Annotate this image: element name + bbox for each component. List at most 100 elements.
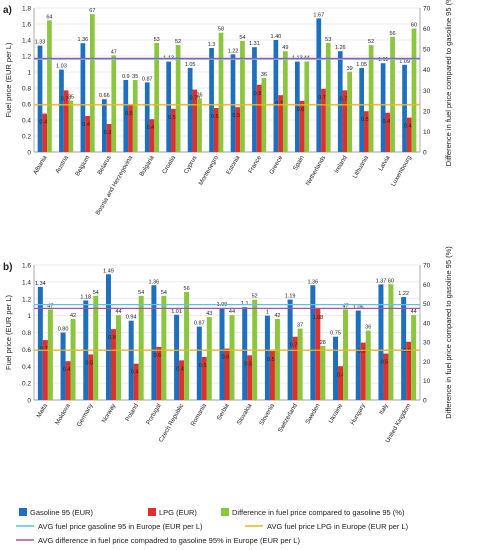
data-label-gasoline: 1.22 [228,48,239,54]
bar-gasoline [105,274,111,400]
data-label-diff: 60 [411,23,417,29]
bar-lpg [299,100,305,152]
data-label-gasoline: 1.34 [35,281,46,287]
data-label-lpg: 0.58 [267,357,278,363]
y2-tick-label: 40 [423,320,431,327]
data-label-diff: 56 [389,31,395,37]
legend-label-avg-gasoline: AVG fuel price gasoline 95 in Europe (EU… [38,522,203,531]
data-label-gasoline: 1.37 [376,278,387,284]
x-tick-label: Netherlands [304,155,327,187]
data-label-gasoline: 1.18 [80,294,91,300]
bar-diff [111,55,117,152]
data-label-diff: 28 [320,340,326,346]
bar-lpg [315,308,321,400]
x-tick-label: Croatia [161,154,177,175]
data-label-diff: 44 [229,309,235,315]
bar-gasoline [355,310,361,400]
legend-swatch-gasoline [19,508,27,516]
data-label-diff: 26 [196,93,202,99]
y-tick-label: 1.6 [22,22,31,29]
data-label-diff: 54 [93,290,99,296]
bar-diff [89,14,95,152]
data-label-diff: 47 [342,303,348,309]
y-tick-label: 1.2 [22,296,31,303]
data-label-lpg: 0.54 [168,115,179,121]
x-tick-label: Romania [190,402,209,427]
bar-diff [68,100,74,152]
bar-diff [229,315,235,400]
data-label-lpg: 0.54 [85,360,96,366]
data-label-lpg: 0.46 [63,367,74,373]
data-label-diff: 43 [206,311,212,317]
bar-lpg [235,107,241,152]
bar-lpg [128,104,133,152]
x-tick-label: Hungary [349,402,367,427]
data-label-diff: 54 [138,290,144,296]
bar-diff [115,315,121,400]
x-tick-label: Cyprus [183,155,199,175]
data-label-diff: 49 [282,45,288,51]
bar-lpg [171,108,176,152]
data-label-lpg: 0.84 [254,91,265,97]
bar-lpg [364,111,369,152]
y-tick-label: 1 [27,313,31,320]
data-label-gasoline: 0.87 [194,321,205,327]
bar-lpg [133,363,139,400]
bar-lpg [383,353,389,400]
bar-gasoline [123,80,129,152]
x-tick-label: Italy [378,402,390,416]
y-tick-label: 0.6 [22,347,31,354]
bar-gasoline [37,286,43,400]
y-tick-label: 1.2 [22,54,31,61]
x-tick-label: Norway [101,402,118,424]
bar-lpg [179,360,185,400]
bar-diff [297,328,303,400]
legend-label-avg-lpg: AVG fuel price LPG in Europe (EUR per L) [267,522,409,531]
bar-lpg [292,336,298,400]
y2-tick-label: 30 [423,340,431,347]
y2-tick-label: 60 [423,282,431,289]
y-tick-label: 1 [27,70,31,77]
data-label-lpg: 0.41 [147,125,158,131]
bar-lpg [406,117,412,152]
bar-gasoline [264,315,270,400]
bar-diff [304,61,310,152]
data-label-diff: 37 [297,323,303,329]
bar-lpg [156,346,162,400]
bar-diff [347,71,353,152]
y-tick-label: 0.4 [22,118,31,125]
bar-gasoline [60,332,66,400]
y-tick-label: 1.4 [22,38,31,45]
x-tick-label: Portugal [145,403,163,426]
data-label-gasoline: 1 [266,310,269,316]
bar-lpg [201,356,207,400]
bar-lpg [269,351,275,400]
bar-lpg [106,124,112,152]
data-label-gasoline: 1.26 [335,45,346,51]
bar-gasoline [219,308,225,400]
data-label-diff: 42 [274,313,280,319]
data-label-diff: 64 [46,14,52,20]
x-tick-label: Switzerland [277,402,299,434]
x-tick-label: France [247,154,263,175]
bar-lpg [149,119,155,152]
data-label-diff: 36 [261,72,267,78]
data-label-lpg: 0.48 [39,120,50,126]
y2-tick-label: 20 [423,108,431,115]
y-axis-title: Fuel price (EUR per L) [4,42,13,118]
bar-gasoline [230,54,236,152]
data-label-gasoline: 1.3 [208,42,216,48]
bar-gasoline [380,63,386,153]
y-tick-label: 1.8 [22,6,31,13]
data-label-diff: 54 [161,290,167,296]
x-tick-label: Germany [76,402,95,428]
data-label-lpg: 0.64 [297,107,308,113]
data-label-lpg: 0.84 [108,335,119,341]
bar-lpg [342,90,348,152]
bar-lpg [213,108,219,152]
bar-gasoline [378,284,384,400]
y2-tick-label: 0 [423,150,427,157]
y2-tick-label: 70 [423,263,431,270]
data-label-gasoline: 0.75 [330,331,341,337]
data-label-gasoline: 1.22 [398,291,409,297]
